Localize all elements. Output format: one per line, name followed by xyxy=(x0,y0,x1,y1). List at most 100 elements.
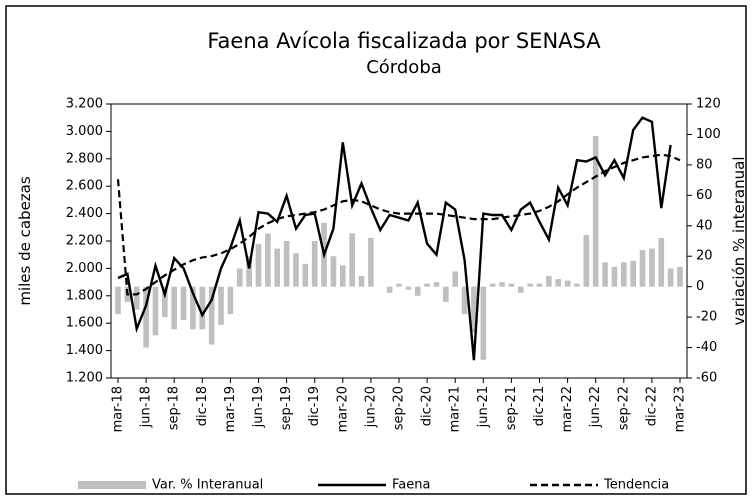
y2-tick-label: 120 xyxy=(696,97,721,112)
bar xyxy=(574,283,580,287)
x-tick-label: mar-20 xyxy=(335,386,350,432)
bar xyxy=(414,286,421,296)
bar xyxy=(583,234,590,287)
legend-label: Faena xyxy=(392,478,430,493)
bar xyxy=(658,237,665,287)
bar xyxy=(677,266,683,287)
bar xyxy=(517,286,524,293)
y2-tick-label: 40 xyxy=(696,218,713,233)
bar xyxy=(115,286,121,315)
y2-axis-label: variación % interanual xyxy=(730,157,748,326)
y-tick-label: 1.200 xyxy=(66,371,103,386)
bar xyxy=(133,286,140,310)
bar xyxy=(592,135,599,287)
y2-tick-label: 100 xyxy=(696,127,721,142)
bar xyxy=(546,276,552,287)
y-tick-label: 1.600 xyxy=(66,316,103,331)
y-tick-label: 1.800 xyxy=(66,288,103,303)
bar xyxy=(339,265,346,287)
x-tick-label: mar-18 xyxy=(111,386,126,432)
line xyxy=(116,153,681,296)
bar xyxy=(218,286,224,325)
bar xyxy=(143,286,149,348)
bar xyxy=(405,286,412,290)
x-tick-label: mar-23 xyxy=(673,386,688,432)
x-tick-label: sep-19 xyxy=(279,386,294,430)
bar xyxy=(499,282,505,287)
y2-tick-label: 0 xyxy=(696,279,704,294)
chart-title: Faena Avícola fiscalizada por SENASA xyxy=(207,29,601,53)
y-tick-label: 2.800 xyxy=(66,151,103,166)
bar xyxy=(396,283,402,287)
bar xyxy=(611,266,618,287)
legend-label: Tendencia xyxy=(603,478,669,493)
bar xyxy=(190,286,196,330)
bar xyxy=(162,286,168,318)
bar xyxy=(667,268,674,287)
bar xyxy=(480,286,487,360)
bar xyxy=(255,244,262,287)
bar xyxy=(508,283,515,287)
bar xyxy=(555,279,562,287)
bar xyxy=(620,262,627,287)
bar xyxy=(283,241,290,287)
y-tick-label: 2.200 xyxy=(66,234,103,249)
bar xyxy=(471,286,477,333)
x-tick-label: sep-18 xyxy=(167,386,182,430)
bar xyxy=(311,241,318,287)
y-tick-label: 2.400 xyxy=(66,206,103,221)
bar xyxy=(227,286,234,315)
y2-tick-label: 20 xyxy=(696,249,713,264)
x-tick-label: sep-20 xyxy=(392,386,407,430)
bar xyxy=(536,283,543,287)
bar xyxy=(489,283,496,287)
x-tick-label: sep-21 xyxy=(504,386,519,430)
bar xyxy=(433,282,440,287)
x-tick-label: dic-19 xyxy=(307,386,322,426)
bar xyxy=(564,280,571,287)
bar xyxy=(368,237,374,287)
x-tick-label: dic-22 xyxy=(644,386,659,426)
bar xyxy=(452,271,459,287)
bar xyxy=(630,260,636,287)
bar xyxy=(639,250,646,287)
bar xyxy=(424,283,430,287)
bar xyxy=(180,286,187,321)
y2-tick-label: -20 xyxy=(696,310,717,325)
legend-swatch xyxy=(78,481,146,489)
bar xyxy=(443,286,449,302)
bar xyxy=(330,256,337,287)
x-tick-label: dic-20 xyxy=(420,386,435,426)
x-tick-label: jun-19 xyxy=(251,386,266,428)
bar xyxy=(199,286,206,330)
legend-label: Var. % Interanual xyxy=(152,478,263,493)
x-tick-label: mar-19 xyxy=(223,386,238,432)
line xyxy=(117,116,672,361)
y-tick-label: 1.400 xyxy=(66,343,103,358)
bar xyxy=(236,268,243,287)
y2-tick-label: 80 xyxy=(696,157,713,172)
bar xyxy=(246,256,252,287)
x-tick-label: jun-21 xyxy=(476,386,491,428)
chart-subtitle: Córdoba xyxy=(366,57,442,78)
y2-tick-label: 60 xyxy=(696,188,713,203)
bar xyxy=(152,286,159,336)
x-tick-label: mar-22 xyxy=(560,386,575,432)
x-tick-label: jun-18 xyxy=(139,386,154,428)
bar xyxy=(461,286,468,315)
bar xyxy=(649,248,655,287)
bar xyxy=(265,233,271,287)
bar xyxy=(302,263,309,287)
bar xyxy=(602,262,608,287)
x-tick-label: jun-22 xyxy=(588,386,603,428)
bar xyxy=(208,286,215,345)
y2-tick-label: -40 xyxy=(696,340,717,355)
bar xyxy=(386,286,393,293)
bar xyxy=(293,253,299,287)
x-tick-label: dic-21 xyxy=(532,386,547,426)
y-tick-label: 3.000 xyxy=(66,124,103,139)
y2-tick-label: -60 xyxy=(696,371,717,386)
bar xyxy=(349,233,355,287)
x-tick-label: mar-21 xyxy=(448,386,463,432)
